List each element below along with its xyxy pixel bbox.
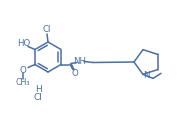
Text: CH₃: CH₃	[16, 78, 30, 87]
Text: Cl: Cl	[43, 25, 51, 35]
Text: H: H	[35, 85, 41, 93]
Text: NH: NH	[73, 57, 87, 66]
Text: Cl: Cl	[34, 92, 42, 102]
Text: O: O	[72, 69, 78, 78]
Text: N: N	[143, 71, 149, 80]
Text: O: O	[20, 66, 26, 75]
Text: HO: HO	[17, 39, 31, 48]
